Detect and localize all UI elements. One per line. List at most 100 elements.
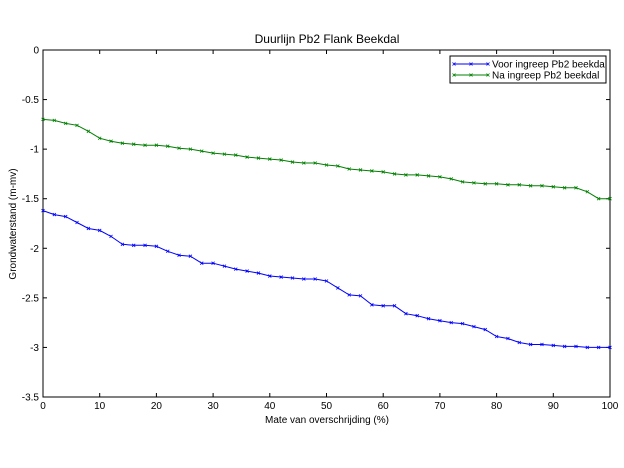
data-point xyxy=(154,143,159,147)
data-point xyxy=(245,155,249,159)
legend-label: Na ingreep Pb2 beekdal xyxy=(492,71,599,82)
data-point xyxy=(381,304,385,308)
data-point xyxy=(540,184,544,188)
data-point xyxy=(222,152,227,156)
data-point xyxy=(392,304,397,308)
data-point xyxy=(75,123,79,128)
y-tick-label: -0.5 xyxy=(22,95,40,106)
data-point xyxy=(574,186,578,190)
data-point xyxy=(574,344,578,349)
data-point xyxy=(199,149,204,153)
data-point xyxy=(256,271,261,275)
data-point xyxy=(109,234,113,239)
data-point xyxy=(41,117,45,122)
data-point xyxy=(245,269,249,273)
data-point xyxy=(302,161,306,165)
data-point xyxy=(268,274,272,278)
data-point xyxy=(41,208,45,213)
data-point xyxy=(517,340,522,345)
data-point xyxy=(596,196,601,201)
legend-box xyxy=(449,55,607,84)
data-point xyxy=(562,344,567,349)
data-point xyxy=(188,147,193,151)
x-tick-label: 80 xyxy=(491,401,503,412)
data-point xyxy=(177,146,181,150)
x-tick-label: 30 xyxy=(208,401,220,412)
y-tick-label: -3.5 xyxy=(22,393,40,404)
y-tick-label: -2.5 xyxy=(22,293,40,304)
x-tick-label: 70 xyxy=(434,401,446,412)
data-point xyxy=(120,242,125,247)
data-point xyxy=(494,182,499,186)
data-point xyxy=(562,186,567,190)
data-point xyxy=(313,277,317,281)
y-axis-title: Grondwaterstand (m-mv) xyxy=(8,168,19,279)
data-point xyxy=(551,185,556,189)
x-tick-label: 40 xyxy=(264,401,276,412)
data-point xyxy=(483,327,488,332)
data-point xyxy=(370,169,374,173)
data-point xyxy=(494,334,499,339)
data-point xyxy=(528,342,533,347)
data-point xyxy=(279,158,283,162)
data-point xyxy=(268,157,272,161)
plot-frame xyxy=(42,49,611,398)
data-point xyxy=(585,345,590,350)
data-point xyxy=(52,118,57,123)
data-point xyxy=(381,170,385,174)
legend-swatch-marker xyxy=(452,62,456,66)
data-point xyxy=(154,244,159,249)
data-point xyxy=(449,320,454,325)
data-point xyxy=(551,343,556,348)
data-point xyxy=(347,167,351,171)
x-tick-label: 0 xyxy=(40,401,46,412)
data-point xyxy=(438,175,442,179)
data-point xyxy=(472,324,476,329)
data-point xyxy=(392,172,397,176)
data-point xyxy=(290,160,295,164)
data-point xyxy=(97,228,102,233)
legend-label: Voor ingreep Pb2 beekdal xyxy=(492,60,607,71)
data-point xyxy=(222,264,227,268)
data-point xyxy=(358,168,363,172)
data-point xyxy=(165,249,170,254)
data-point xyxy=(415,313,420,318)
x-tick-label: 90 xyxy=(548,401,560,412)
chart-title: Duurlijn Pb2 Flank Beekdal xyxy=(255,32,400,46)
data-point xyxy=(199,261,204,265)
data-point xyxy=(63,121,68,126)
data-point xyxy=(131,243,136,248)
data-point xyxy=(211,261,215,265)
data-point xyxy=(143,143,147,147)
data-point xyxy=(109,139,113,143)
legend-swatch-marker xyxy=(486,73,490,77)
x-tick-label: 10 xyxy=(94,401,106,412)
y-tick-label: -1.5 xyxy=(22,194,40,205)
y-tick-label: 0 xyxy=(33,46,39,57)
y-tick-label: -1 xyxy=(30,145,39,156)
data-point xyxy=(97,136,102,141)
data-point xyxy=(608,345,612,350)
data-point xyxy=(143,243,147,248)
legend-swatch-marker xyxy=(469,73,473,77)
legend-swatch-marker xyxy=(469,62,473,66)
data-point xyxy=(460,180,465,184)
x-tick-label: 100 xyxy=(602,401,619,412)
data-point xyxy=(426,174,431,178)
data-point xyxy=(233,267,238,271)
data-point xyxy=(596,345,601,350)
plot-area: 0 10 20 30 40 50 60 70 80 90 100 0 -0.5 -1 -1.5 -2 -2.5 -… xyxy=(22,46,619,413)
data-point xyxy=(472,181,476,185)
data-point xyxy=(211,151,215,155)
data-point xyxy=(120,141,125,145)
data-point xyxy=(506,336,510,341)
legend-swatch-marker xyxy=(452,73,456,77)
data-point xyxy=(324,163,329,167)
y-tick-label: -3 xyxy=(30,343,39,354)
x-tick-label: 50 xyxy=(321,401,333,412)
data-point xyxy=(608,196,612,201)
data-point xyxy=(415,173,420,177)
x-axis-title: Mate van overschrijding (%) xyxy=(265,415,389,426)
